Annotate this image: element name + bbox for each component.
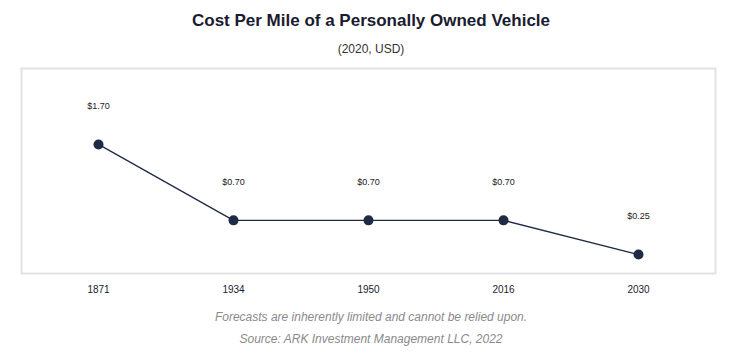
svg-text:$0.70: $0.70 [492,177,515,187]
html-text:Forecasts are inherently limit: Forecasts are inherently limited and can… [214,310,528,324]
svg-text:2030: 2030 [627,284,650,295]
html-text:(2020, USD): (2020, USD) [337,42,405,56]
svg-text:$0.25: $0.25 [627,211,650,221]
svg-text:2016: 2016 [492,284,515,295]
svg-text:$1.70: $1.70 [87,101,110,111]
svg-text:$0.70: $0.70 [357,177,380,187]
html-text:Cost Per Mile of a Personally: Cost Per Mile of a Personally Owned Vehi… [192,11,550,30]
svg-text:$0.70: $0.70 [222,177,245,187]
svg-text:1871: 1871 [87,284,110,295]
svg-text:1934: 1934 [222,284,245,295]
svg-text:1950: 1950 [357,284,380,295]
html-text:Source: ARK Investment Managem: Source: ARK Investment Management LLC, 2… [239,332,503,346]
